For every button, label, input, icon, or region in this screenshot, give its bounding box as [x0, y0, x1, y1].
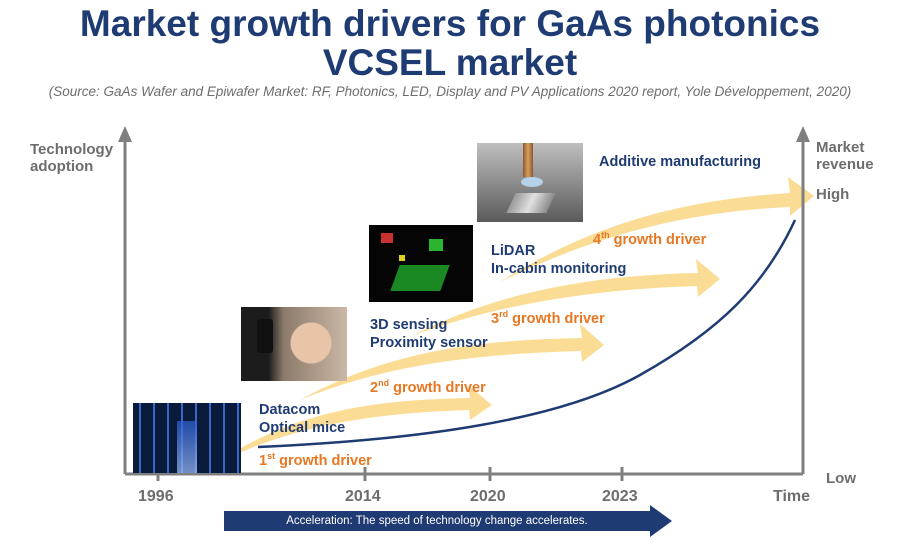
year-2014: 2014 — [345, 488, 381, 505]
app-optical-mice: Optical mice — [259, 420, 346, 436]
source-citation: (Source: GaAs Wafer and Epiwafer Market:… — [48, 84, 852, 99]
y-right-label-line2: revenue — [816, 156, 874, 173]
label-high: High — [816, 186, 850, 203]
growth-arrow-3 — [412, 259, 720, 336]
y-left-label-line1: Technology — [30, 141, 114, 158]
driver-1-label: 1st growth driver — [259, 451, 372, 469]
acceleration-arrowhead — [650, 505, 672, 537]
lidar-point-cloud-photo — [369, 225, 473, 302]
label-time: Time — [773, 488, 811, 505]
page-title-line2: VCSEL market — [322, 42, 578, 83]
year-2020: 2020 — [470, 488, 506, 505]
page-title-line1: Market growth drivers for GaAs photonics — [79, 3, 821, 44]
year-1996: 1996 — [138, 488, 174, 505]
driver-2-label: 2nd growth driver — [370, 378, 486, 396]
revenue-curve — [257, 219, 797, 449]
growth-arrow-4 — [500, 177, 814, 282]
driver-3-label: 3rd growth driver — [491, 309, 605, 327]
label-low: Low — [826, 470, 856, 487]
app-additive-manufacturing: Additive manufacturing — [599, 154, 761, 170]
y-axis-right-arrowhead — [796, 126, 810, 142]
app-datacom: Datacom — [259, 402, 321, 418]
app-lidar: LiDAR — [491, 243, 536, 259]
app-in-cabin-monitoring: In-cabin monitoring — [491, 261, 627, 277]
year-2023: 2023 — [602, 488, 638, 505]
acceleration-arrow: Acceleration: The speed of technology ch… — [224, 511, 650, 531]
app-proximity-sensor: Proximity sensor — [370, 335, 488, 351]
y-right-label-line1: Market — [816, 139, 865, 156]
growth-arrow-2 — [300, 324, 604, 400]
additive-manufacturing-photo — [477, 143, 583, 222]
y-axis-left-arrowhead — [118, 126, 132, 142]
smartphone-user-photo — [241, 307, 347, 381]
y-left-label-line2: adoption — [30, 158, 94, 175]
app-3d-sensing: 3D sensing — [370, 317, 448, 333]
datacenter-photo — [133, 403, 241, 473]
growth-arrow-1 — [212, 385, 492, 466]
driver-4-label: 4th growth driver — [593, 230, 707, 248]
